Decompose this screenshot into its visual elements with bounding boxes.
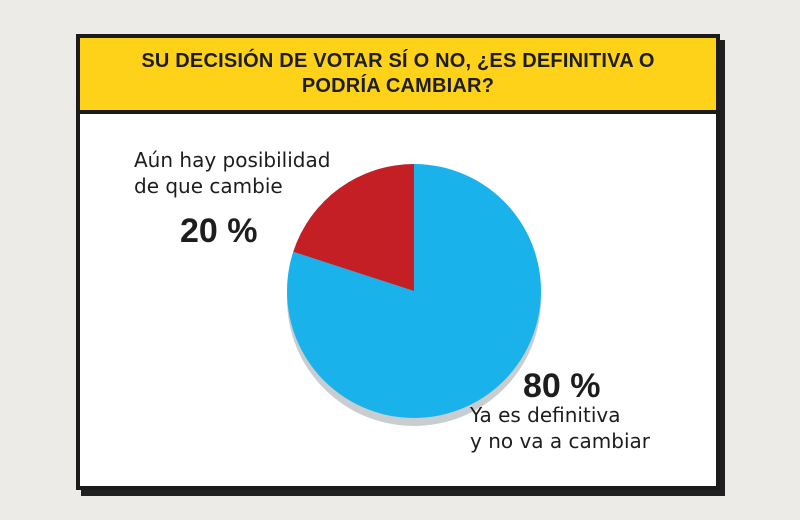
slice-label-definitive-line-2: y no va a cambiar <box>470 429 650 453</box>
pie-chart <box>287 164 542 426</box>
chart-title-line-1: SU DECISIÓN DE VOTAR SÍ O NO, ¿ES DEFINI… <box>141 50 655 72</box>
pie-slice-change <box>293 164 414 291</box>
slice-label-change-line-2: de que cambie <box>134 174 283 198</box>
chart-title-line-2: PODRÍA CAMBIAR? <box>301 75 495 97</box>
slice-label-change: Aún hay posibilidad de que cambie <box>134 147 330 199</box>
slice-percent-change: 20 % <box>180 212 258 250</box>
chart-card: SU DECISIÓN DE VOTAR SÍ O NO, ¿ES DEFINI… <box>76 34 720 490</box>
pie-slice-definitive <box>287 164 542 418</box>
slice-label-definitive-line-1: Ya es definitiva <box>470 403 621 427</box>
slice-percent-definitive: 80 % <box>523 367 601 405</box>
slice-label-change-line-1: Aún hay posibilidad <box>134 148 331 172</box>
chart-header: SU DECISIÓN DE VOTAR SÍ O NO, ¿ES DEFINI… <box>80 38 716 114</box>
slice-label-definitive: Ya es definitiva y no va a cambiar <box>470 402 650 454</box>
chart-title: SU DECISIÓN DE VOTAR SÍ O NO, ¿ES DEFINI… <box>101 49 694 99</box>
